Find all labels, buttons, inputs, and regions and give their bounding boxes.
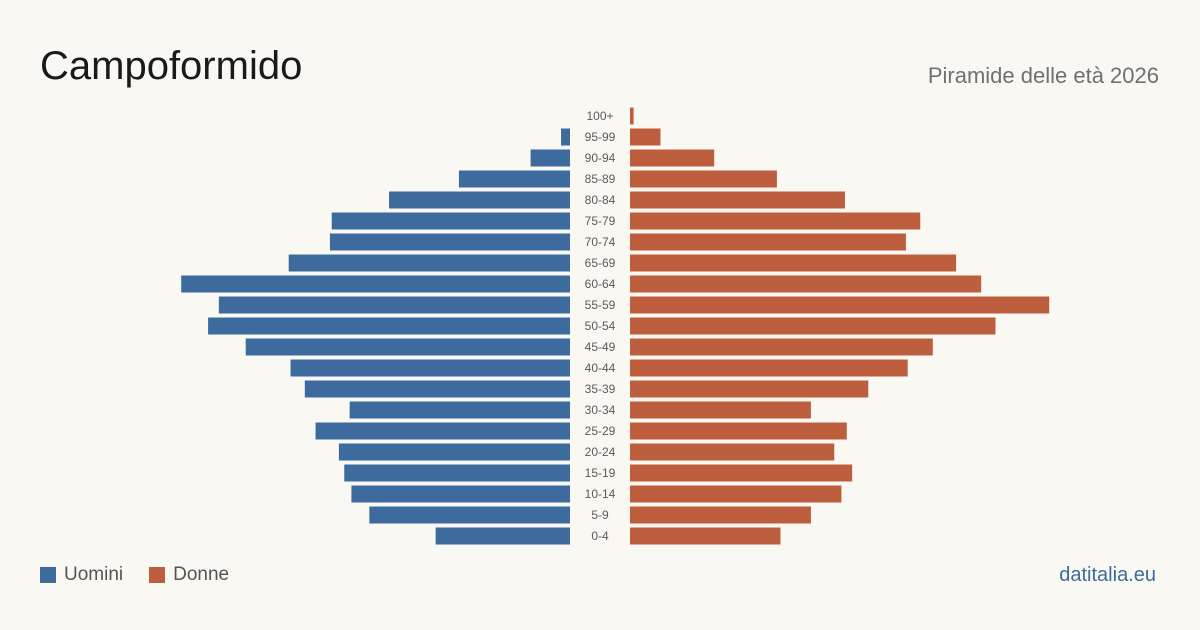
- bar-women-20-24: [630, 443, 835, 461]
- bar-women-70-74: [630, 233, 906, 251]
- bar-men-85-89: [458, 170, 570, 188]
- bar-men-70-74: [329, 233, 570, 251]
- bar-men-5-9: [369, 506, 570, 524]
- bar-women-50-54: [630, 317, 996, 335]
- bar-men-65-69: [288, 254, 570, 272]
- bar-women-45-49: [630, 338, 933, 356]
- chart-title: Campoformido: [40, 44, 303, 88]
- age-label-85-89: 85-89: [585, 172, 616, 186]
- legend-item-women: Donne: [149, 564, 229, 586]
- bar-women-65-69: [630, 254, 957, 272]
- age-label-0-4: 0-4: [591, 529, 609, 543]
- age-label-90-94: 90-94: [585, 151, 616, 165]
- age-label-95-99: 95-99: [585, 130, 616, 144]
- bar-men-20-24: [338, 443, 570, 461]
- bar-women-5-9: [630, 506, 811, 524]
- bar-men-80-84: [389, 191, 570, 209]
- bar-women-15-19: [630, 464, 853, 482]
- legend: Uomini Donne: [40, 564, 255, 586]
- bar-women-80-84: [630, 191, 845, 209]
- age-label-60-64: 60-64: [585, 277, 616, 291]
- legend-swatch-women: [149, 567, 166, 583]
- age-label-55-59: 55-59: [585, 298, 616, 312]
- bar-men-25-29: [315, 422, 570, 440]
- bar-women-90-94: [630, 149, 715, 167]
- bar-women-25-29: [630, 422, 847, 440]
- bar-women-10-14: [630, 485, 842, 503]
- legend-swatch-men: [40, 567, 56, 583]
- bar-men-95-99: [561, 128, 570, 146]
- bar-women-35-39: [630, 380, 869, 398]
- age-label-40-44: 40-44: [585, 361, 616, 375]
- legend-label-women: Donne: [173, 564, 230, 585]
- bar-women-95-99: [630, 128, 661, 146]
- bar-men-15-19: [344, 464, 570, 482]
- bar-men-90-94: [530, 149, 570, 167]
- brand-link[interactable]: datitalia.eu: [1059, 564, 1156, 586]
- age-label-25-29: 25-29: [585, 424, 616, 438]
- age-label-20-24: 20-24: [585, 445, 616, 459]
- age-label-10-14: 10-14: [585, 487, 616, 501]
- age-label-15-19: 15-19: [585, 466, 616, 480]
- bar-men-10-14: [351, 485, 570, 503]
- chart-subtitle: Piramide delle età 2026: [927, 63, 1159, 88]
- bar-women-100+: [630, 107, 634, 125]
- bar-men-30-34: [349, 401, 570, 419]
- legend-item-men: Uomini: [40, 564, 123, 586]
- bar-women-40-44: [630, 359, 908, 377]
- age-label-35-39: 35-39: [585, 382, 616, 396]
- age-label-75-79: 75-79: [585, 214, 616, 228]
- legend-label-men: Uomini: [64, 564, 124, 585]
- bar-women-85-89: [630, 170, 777, 188]
- bar-men-45-49: [245, 338, 571, 356]
- bar-men-40-44: [290, 359, 570, 377]
- bar-women-60-64: [630, 275, 982, 293]
- bar-men-50-54: [208, 317, 571, 335]
- bar-men-35-39: [304, 380, 570, 398]
- bar-women-55-59: [630, 296, 1050, 314]
- age-label-100+: 100+: [586, 109, 613, 123]
- bar-women-30-34: [630, 401, 811, 419]
- bar-men-0-4: [435, 527, 570, 545]
- bar-men-60-64: [181, 275, 571, 293]
- age-label-70-74: 70-74: [585, 235, 616, 249]
- age-label-45-49: 45-49: [585, 340, 616, 354]
- bar-men-55-59: [218, 296, 571, 314]
- age-label-50-54: 50-54: [585, 319, 616, 333]
- age-label-30-34: 30-34: [585, 403, 616, 417]
- bar-men-75-79: [331, 212, 570, 230]
- age-label-65-69: 65-69: [585, 256, 616, 270]
- bar-women-0-4: [630, 527, 781, 545]
- bar-women-75-79: [630, 212, 921, 230]
- age-label-80-84: 80-84: [585, 193, 616, 207]
- age-label-5-9: 5-9: [591, 508, 609, 522]
